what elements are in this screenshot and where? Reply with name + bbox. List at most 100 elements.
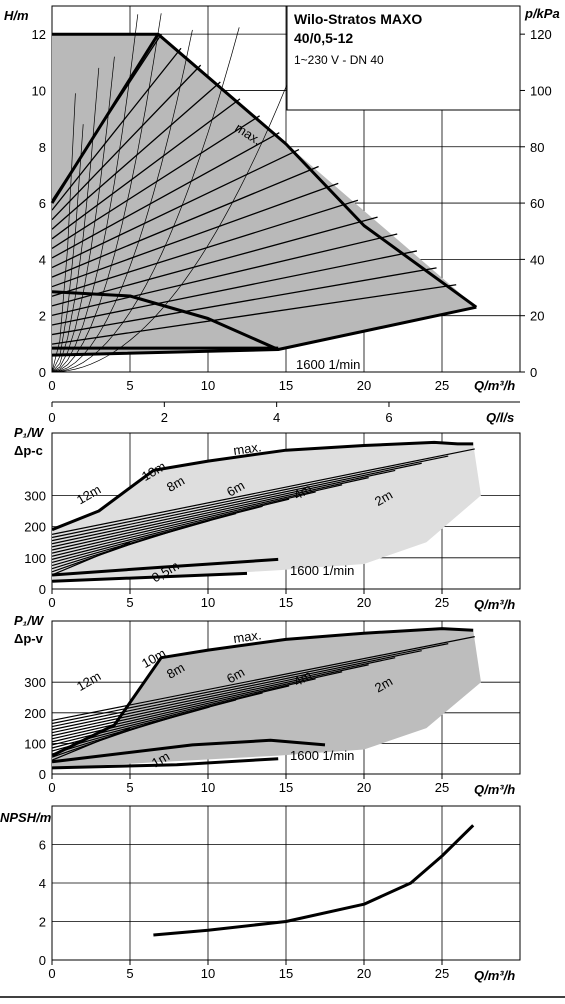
hq-y2-axis-title: p/kPa	[524, 6, 560, 21]
hq-control-curve	[51, 284, 457, 345]
dpc-y-tick-label: 0	[39, 582, 46, 597]
dpv-x-tick-label: 25	[435, 780, 449, 795]
hq-left-y-tick-label: 12	[32, 27, 46, 42]
dpc-control-curve	[51, 512, 237, 564]
npsh-y-tick-label: 4	[39, 876, 46, 891]
dpv-x-tick-label: 15	[279, 780, 293, 795]
hq-right-tick-label: 40	[530, 252, 544, 267]
hq-x-tick-label: 25	[435, 378, 449, 393]
npsh-x-tick-label: 25	[435, 966, 449, 981]
qls-tick-label: 0	[48, 410, 55, 425]
hq-system-curve	[51, 27, 240, 373]
npsh-y-tick-label: 0	[39, 953, 46, 968]
hq-x-tick-label: 5	[126, 378, 133, 393]
dpc-y-tick-label: 200	[24, 520, 46, 535]
dpc-control-curve	[51, 455, 449, 539]
dpv-control-curve	[51, 657, 396, 731]
hq-right-tick-label: 0	[530, 365, 537, 380]
hq-control-curve	[51, 199, 359, 297]
dpc-y-title: P₁/W	[14, 425, 45, 440]
dpc-control-curve	[51, 484, 343, 551]
dpc-control-curve	[51, 469, 396, 545]
npsh-x-tick-label: 10	[201, 966, 215, 981]
dpv-max-label: max.	[232, 627, 262, 646]
dpc-control-curve	[51, 462, 422, 542]
npsh-y-tick-label: 6	[39, 838, 46, 853]
title-line3: 1~230 V - DN 40	[294, 53, 384, 67]
hq-y-axis-title: H/m	[4, 8, 29, 23]
hq-control-curve	[51, 233, 398, 317]
hq-right-tick-label: 20	[530, 309, 544, 324]
dpv-curve-1600-rpm	[51, 738, 326, 764]
dpv-1600-label: 1600 1/min	[290, 748, 354, 763]
hq-control-curve	[51, 115, 260, 249]
hq-control-curve	[51, 216, 378, 307]
npsh-y-axis-title: NPSH/m	[0, 810, 52, 825]
hq-left-y-tick-label: 4	[39, 252, 46, 267]
hq-control-curve	[51, 47, 182, 211]
dpv-curve-min	[51, 757, 279, 770]
hq-right-tick-label: 120	[530, 27, 552, 42]
hq-system-curve	[51, 13, 162, 373]
hq-left-y-tick-label: 8	[39, 140, 46, 155]
npsh-x-axis-title: Q/m³/h	[474, 968, 515, 983]
dpv-control-curve	[51, 636, 475, 722]
dpc-x-axis-title: Q/m³/h	[474, 597, 515, 612]
qls-axis-title: Q/l/s	[486, 410, 514, 425]
hq-operating-region	[52, 34, 477, 356]
dpc-curve-1600-rpm	[51, 557, 279, 577]
dpv-y-title-mode: Δp-v	[14, 631, 44, 646]
dpc-x-tick-label: 15	[279, 595, 293, 610]
npsh-x-tick-label: 20	[357, 966, 371, 981]
dpc-control-curve	[51, 477, 369, 548]
hq-control-curve	[51, 98, 241, 240]
dpc-control-curve	[51, 491, 316, 554]
title-line2: 40/0,5-12	[294, 30, 353, 46]
dpc-control-curve	[51, 505, 263, 560]
dpv-y-tick-label: 300	[24, 675, 46, 690]
hq-right-tick-label: 100	[530, 83, 552, 98]
npsh-curve	[153, 824, 475, 937]
dpv-control-curve	[51, 643, 449, 725]
dpc-x-tick-label: 5	[126, 595, 133, 610]
hq-x-axis-title: Q/m³/h	[474, 378, 515, 393]
dpc-y-tick-label: 300	[24, 488, 46, 503]
qls-tick-label: 4	[273, 410, 280, 425]
dpc-curve-max	[51, 440, 474, 532]
hq-x-tick-label: 20	[357, 378, 371, 393]
dpc-control-curve	[51, 448, 475, 535]
dpc-x-tick-label: 25	[435, 595, 449, 610]
hq-system-curve	[51, 14, 139, 373]
hq-curve-dp-c-12m-lower	[50, 33, 160, 204]
dpv-control-curve	[51, 692, 263, 746]
title-box	[286, 5, 521, 111]
hq-left-y-tick-label: 2	[39, 309, 46, 324]
npsh-x-tick-label: 15	[279, 966, 293, 981]
hq-control-curve	[51, 81, 221, 230]
dpv-x-axis-title: Q/m³/h	[474, 782, 515, 797]
qls-tick-label: 6	[385, 410, 392, 425]
dpc-y-tick-label: 100	[24, 551, 46, 566]
dpv-y-title: P₁/W	[14, 613, 45, 628]
hq-right-tick-label: 60	[530, 196, 544, 211]
dpv-control-curve	[51, 685, 290, 743]
dpv-y-tick-label: 200	[24, 706, 46, 721]
hq-1600-label: 1600 1/min	[296, 357, 360, 372]
hq-control-curve	[51, 64, 202, 221]
hq-control-curve	[51, 165, 319, 278]
dpc-x-tick-label: 20	[357, 595, 371, 610]
dpc-x-tick-label: 0	[48, 595, 55, 610]
hq-system-curve	[51, 124, 84, 373]
npsh-x-tick-label: 5	[126, 966, 133, 981]
dpv-control-curve	[51, 678, 316, 740]
hq-curve-max	[52, 32, 478, 309]
dpv-x-tick-label: 10	[201, 780, 215, 795]
dpv-operating-region	[52, 628, 481, 768]
hq-control-curve	[51, 250, 418, 326]
hq-control-curve	[51, 132, 280, 259]
hq-left-y-tick-label: 6	[39, 196, 46, 211]
hq-left-y-tick-label: 0	[39, 365, 46, 380]
npsh-x-tick-label: 0	[48, 966, 55, 981]
